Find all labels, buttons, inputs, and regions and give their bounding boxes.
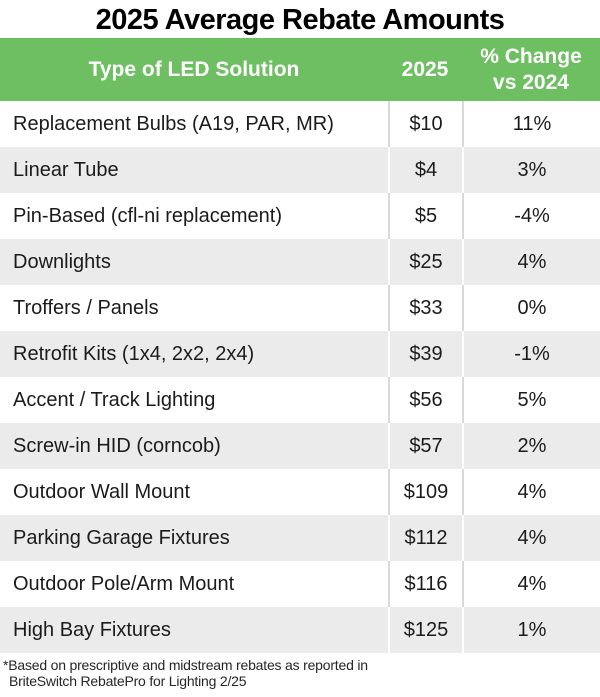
table-row: Accent / Track Lighting $56 5%: [0, 377, 600, 423]
row-amount: $57: [388, 423, 462, 469]
row-type: Screw-in HID (corncob): [13, 434, 221, 457]
row-type: Replacement Bulbs (A19, PAR, MR): [13, 112, 334, 135]
row-change: 2%: [462, 423, 600, 469]
footnote-line2: BriteSwitch RebatePro for Lighting 2/25: [9, 673, 247, 689]
row-type: Parking Garage Fixtures: [13, 526, 230, 549]
page-title: 2025 Average Rebate Amounts: [95, 3, 505, 36]
table-row: Screw-in HID (corncob) $57 2%: [0, 423, 600, 469]
row-amount: $125: [388, 607, 462, 653]
row-amount: $5: [388, 193, 462, 239]
row-change: 5%: [462, 377, 600, 423]
row-amount: $39: [388, 331, 462, 377]
row-type: Accent / Track Lighting: [13, 388, 216, 411]
table-row: Pin-Based (cfl-ni replacement) $5 -4%: [0, 193, 600, 239]
row-amount: $56: [388, 377, 462, 423]
row-change: 3%: [462, 147, 600, 193]
header-percent-change-text: % Change vs 2024: [480, 44, 582, 95]
header-percent-change-line2: vs 2024: [493, 70, 569, 94]
row-type: Outdoor Wall Mount: [13, 480, 191, 503]
footnote: *Based on prescriptive and midstream reb…: [0, 653, 600, 689]
table-row: High Bay Fixtures $125 1%: [0, 607, 600, 653]
row-type: Pin-Based (cfl-ni replacement): [13, 204, 282, 227]
table-row: Linear Tube $4 3%: [0, 147, 600, 193]
header-type-of-led-solution: Type of LED Solution: [88, 57, 300, 81]
header-percent-change-line1: % Change: [480, 44, 582, 68]
row-change: 11%: [462, 101, 600, 147]
row-amount: $33: [388, 285, 462, 331]
row-amount: $112: [388, 515, 462, 561]
table-row: Outdoor Pole/Arm Mount $116 4%: [0, 561, 600, 607]
row-change: -4%: [462, 193, 600, 239]
header-2025: 2025: [401, 57, 449, 81]
row-change: 4%: [462, 239, 600, 285]
table-row: Troffers / Panels $33 0%: [0, 285, 600, 331]
table-row: Replacement Bulbs (A19, PAR, MR) $10 11%: [0, 101, 600, 147]
row-amount: $25: [388, 239, 462, 285]
table-header-row: Type of LED Solution 2025 % Change vs 20…: [0, 38, 600, 101]
row-amount: $4: [388, 147, 462, 193]
table-row: Downlights $25 4%: [0, 239, 600, 285]
table-row: Outdoor Wall Mount $109 4%: [0, 469, 600, 515]
table-body: Replacement Bulbs (A19, PAR, MR) $10 11%…: [0, 101, 600, 653]
row-amount: $109: [388, 469, 462, 515]
row-type: Outdoor Pole/Arm Mount: [13, 572, 235, 595]
row-change: 4%: [462, 515, 600, 561]
row-type: High Bay Fixtures: [13, 618, 171, 641]
row-change: 4%: [462, 469, 600, 515]
row-type: Downlights: [13, 250, 111, 273]
row-type: Retrofit Kits (1x4, 2x2, 2x4): [13, 342, 255, 365]
row-change: 0%: [462, 285, 600, 331]
header-percent-change: % Change vs 2024: [462, 38, 600, 101]
row-amount: $10: [388, 101, 462, 147]
table-row: Retrofit Kits (1x4, 2x2, 2x4) $39 -1%: [0, 331, 600, 377]
row-change: 1%: [462, 607, 600, 653]
row-amount: $116: [388, 561, 462, 607]
row-change: 4%: [462, 561, 600, 607]
row-type: Linear Tube: [13, 158, 119, 181]
table-row: Parking Garage Fixtures $112 4%: [0, 515, 600, 561]
row-type: Troffers / Panels: [13, 296, 159, 319]
row-change: -1%: [462, 331, 600, 377]
footnote-line1: *Based on prescriptive and midstream reb…: [3, 657, 368, 673]
